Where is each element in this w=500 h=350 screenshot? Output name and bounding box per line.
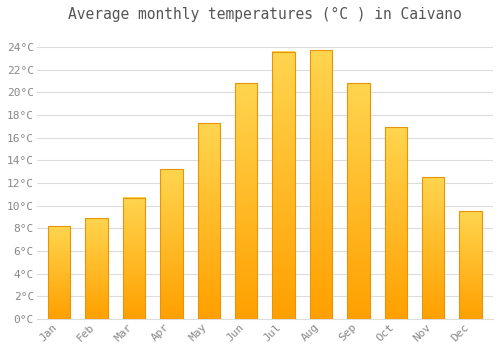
Bar bbox=[384, 127, 407, 319]
Bar bbox=[198, 123, 220, 319]
Bar bbox=[272, 51, 295, 319]
Bar bbox=[422, 177, 444, 319]
Bar bbox=[460, 211, 482, 319]
Bar bbox=[160, 169, 182, 319]
Bar bbox=[86, 218, 108, 319]
Bar bbox=[48, 226, 70, 319]
Title: Average monthly temperatures (°C ) in Caivano: Average monthly temperatures (°C ) in Ca… bbox=[68, 7, 462, 22]
Bar bbox=[235, 83, 258, 319]
Bar bbox=[347, 83, 370, 319]
Bar bbox=[123, 198, 145, 319]
Bar bbox=[310, 50, 332, 319]
